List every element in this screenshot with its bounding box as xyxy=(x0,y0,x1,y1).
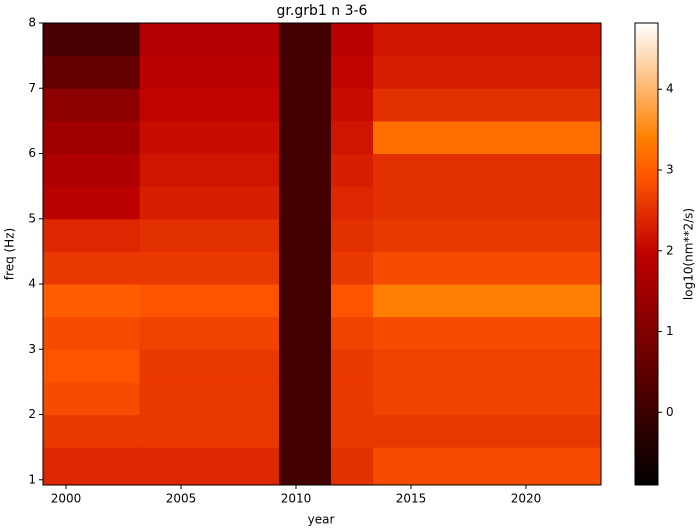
heat-cell xyxy=(373,120,602,155)
heat-cell xyxy=(43,316,141,350)
y-tick-label: 3 xyxy=(28,342,36,356)
x-tick-label: 2020 xyxy=(511,492,542,506)
heat-cell xyxy=(139,186,280,220)
heat-cell xyxy=(278,251,332,285)
heat-cell xyxy=(43,447,141,486)
x-tick-label: 2015 xyxy=(396,492,427,506)
heat-cell xyxy=(330,381,374,416)
heat-cell xyxy=(43,218,141,252)
heat-cell xyxy=(139,447,280,486)
colorbar-label: log10(nm**2/s) xyxy=(682,208,696,300)
y-tick-label: 1 xyxy=(28,472,36,486)
heat-cell xyxy=(278,316,332,350)
heat-cell xyxy=(278,414,332,448)
heat-cell xyxy=(330,55,374,89)
x-tick-label: 2005 xyxy=(166,492,197,506)
colorbar-tick-label: 1 xyxy=(666,324,674,338)
colorbar-tick-label: 3 xyxy=(666,163,674,177)
heat-cell xyxy=(43,153,141,187)
heat-cell xyxy=(43,120,141,155)
heat-cell xyxy=(278,381,332,416)
heat-cell xyxy=(330,23,374,57)
heat-cell xyxy=(43,381,141,416)
y-tick-label: 7 xyxy=(28,81,36,95)
heat-cell xyxy=(278,120,332,155)
heat-cell xyxy=(373,447,602,486)
y-tick-label: 5 xyxy=(28,211,36,225)
heat-cell xyxy=(43,88,141,122)
heat-cell xyxy=(43,251,141,285)
x-tick-label: 2010 xyxy=(281,492,312,506)
heat-cell xyxy=(330,284,374,318)
heat-cell xyxy=(278,349,332,383)
heat-cell xyxy=(373,23,602,57)
heat-cell xyxy=(373,414,602,448)
heat-cell xyxy=(330,153,374,187)
heat-cell xyxy=(373,284,602,318)
chart-title: gr.grb1 n 3-6 xyxy=(277,3,368,19)
x-tick-label: 2000 xyxy=(51,492,82,506)
heat-cell xyxy=(139,88,280,122)
heat-cell xyxy=(139,251,280,285)
heat-cell xyxy=(139,349,280,383)
heat-cell xyxy=(373,316,602,350)
heat-cell xyxy=(278,447,332,486)
y-tick-label: 2 xyxy=(28,407,36,421)
heat-cell xyxy=(43,414,141,448)
y-axis-label: freq (Hz) xyxy=(3,228,17,280)
heat-cell xyxy=(373,88,602,122)
heat-cell xyxy=(139,153,280,187)
colorbar-tick-label: 2 xyxy=(666,243,674,257)
heat-cell xyxy=(278,153,332,187)
heat-cell xyxy=(330,120,374,155)
heat-cell xyxy=(373,186,602,220)
colorbar xyxy=(634,22,659,486)
colorbar-tick-label: 0 xyxy=(666,405,674,419)
heat-cell xyxy=(373,251,602,285)
heat-cell xyxy=(139,120,280,155)
heat-cell xyxy=(330,447,374,486)
heat-cell xyxy=(373,153,602,187)
heat-cell xyxy=(330,186,374,220)
y-tick-label: 4 xyxy=(28,277,36,291)
plot-frame xyxy=(42,22,602,486)
heat-cell xyxy=(373,381,602,416)
heat-cell xyxy=(278,284,332,318)
x-axis-label: year xyxy=(308,513,335,527)
heat-cell xyxy=(278,88,332,122)
heat-cell xyxy=(43,284,141,318)
heat-cell xyxy=(278,186,332,220)
heat-cell xyxy=(139,23,280,57)
heat-cell xyxy=(139,381,280,416)
heat-cell xyxy=(139,284,280,318)
heat-cell xyxy=(330,218,374,252)
heat-cell xyxy=(43,186,141,220)
heat-cell xyxy=(278,218,332,252)
colorbar-tick-label: 4 xyxy=(666,82,674,96)
heat-cell xyxy=(330,414,374,448)
heat-cell xyxy=(330,316,374,350)
heat-cell xyxy=(373,349,602,383)
heat-cell xyxy=(43,23,141,57)
heat-cell xyxy=(139,316,280,350)
heat-cell xyxy=(278,23,332,57)
heat-cell xyxy=(139,414,280,448)
y-tick-label: 6 xyxy=(28,146,36,160)
heat-cell xyxy=(139,218,280,252)
heat-cell xyxy=(43,55,141,89)
heat-cell xyxy=(139,55,280,89)
heat-cell xyxy=(43,349,141,383)
heat-cell xyxy=(330,349,374,383)
heat-cell xyxy=(278,55,332,89)
heat-cell xyxy=(373,218,602,252)
heat-cell xyxy=(373,55,602,89)
heat-cell xyxy=(330,88,374,122)
y-tick-label: 8 xyxy=(28,16,36,30)
heat-cell xyxy=(330,251,374,285)
